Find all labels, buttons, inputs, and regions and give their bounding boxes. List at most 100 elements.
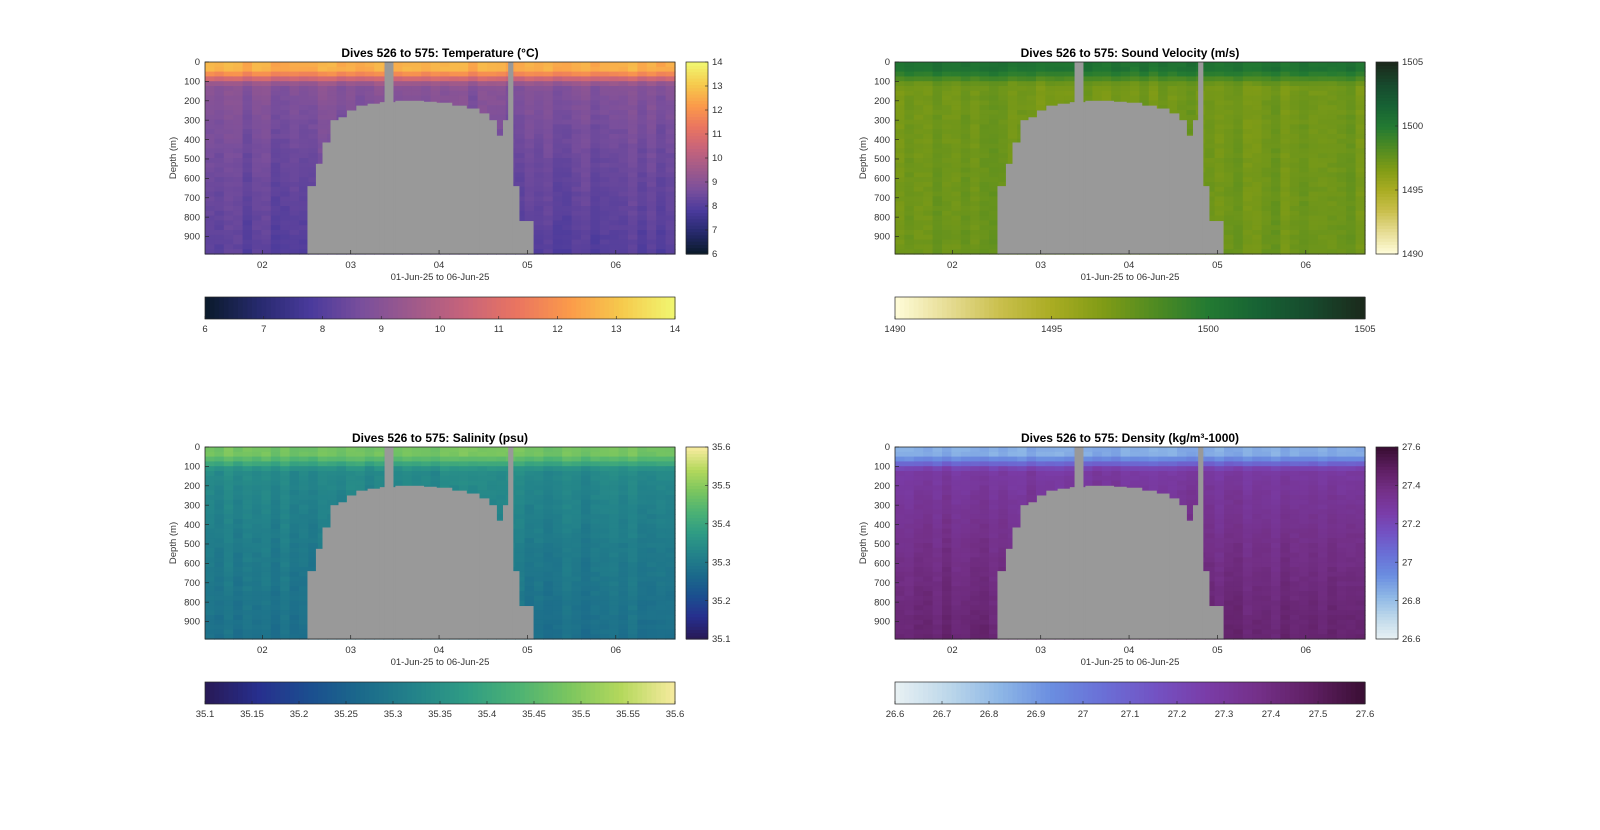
seafloor-mask	[307, 62, 534, 255]
y-tick-label: 600	[874, 559, 890, 570]
y-tick-label: 600	[874, 174, 890, 185]
colorbar-tick-label: 27.6	[1356, 709, 1375, 720]
y-tick-label: 400	[874, 135, 890, 146]
chart-title: Dives 526 to 575: Temperature (°C)	[341, 46, 538, 60]
y-tick-label: 500	[184, 539, 200, 550]
x-axis-label: 01-Jun-25 to 06-Jun-25	[1081, 657, 1180, 668]
y-tick-label: 900	[184, 232, 200, 243]
colorbar-tick-label: 26.8	[980, 709, 999, 720]
colorbar-horizontal	[205, 682, 676, 704]
x-tick-label: 06	[1300, 260, 1311, 271]
colorbar-tick-label: 35.2	[290, 709, 309, 720]
y-tick-label: 900	[874, 232, 890, 243]
colorbar-tick-label: 14	[712, 57, 723, 68]
x-tick-label: 05	[522, 260, 533, 271]
y-tick-label: 100	[874, 462, 890, 473]
colorbar-tick-label: 1500	[1402, 121, 1423, 132]
y-tick-label: 300	[184, 115, 200, 126]
x-tick-label: 06	[1300, 645, 1311, 656]
colorbar-tick-label: 26.7	[933, 709, 952, 720]
colorbar-tick-label: 8	[712, 201, 717, 212]
colorbar-vertical	[1376, 447, 1398, 640]
colorbar-tick-label: 35.3	[712, 557, 731, 568]
x-tick-label: 05	[1212, 645, 1223, 656]
x-axis-label: 01-Jun-25 to 06-Jun-25	[391, 272, 490, 283]
y-tick-label: 900	[874, 617, 890, 628]
y-tick-label: 700	[874, 193, 890, 204]
y-tick-label: 800	[184, 212, 200, 223]
colorbar-tick-label: 12	[552, 324, 563, 335]
x-tick-label: 03	[345, 260, 356, 271]
y-tick-label: 100	[184, 77, 200, 88]
colorbar-tick-label: 35.6	[666, 709, 685, 720]
y-tick-label: 600	[184, 174, 200, 185]
colorbar-tick-label: 13	[712, 81, 723, 92]
colorbar-tick-label: 1495	[1402, 185, 1423, 196]
x-tick-label: 05	[522, 645, 533, 656]
chart-panel-sound_velocity: 0 100 200 300 400 500 600 700 800 900 02 03 04 05 06 01…	[858, 46, 1423, 335]
y-tick-label: 0	[195, 57, 200, 68]
y-tick-label: 700	[184, 193, 200, 204]
colorbar-horizontal	[895, 297, 1366, 319]
y-tick-label: 300	[874, 500, 890, 511]
colorbar-tick-label: 1505	[1354, 324, 1375, 335]
colorbar-tick-label: 35.4	[712, 519, 731, 530]
y-tick-label: 500	[874, 154, 890, 165]
y-tick-label: 400	[184, 135, 200, 146]
y-tick-label: 200	[184, 96, 200, 107]
y-tick-label: 300	[184, 500, 200, 511]
x-tick-label: 02	[947, 260, 958, 271]
colorbar-tick-label: 26.6	[886, 709, 905, 720]
y-tick-label: 700	[874, 578, 890, 589]
y-tick-label: 100	[874, 77, 890, 88]
colorbar-tick-label: 35.45	[522, 709, 546, 720]
colorbar-tick-label: 35.5	[572, 709, 591, 720]
x-tick-label: 03	[1035, 645, 1046, 656]
colorbar-horizontal	[895, 682, 1366, 704]
plot-axes-box	[894, 446, 1366, 640]
colorbar-tick-label: 1505	[1402, 57, 1423, 68]
y-tick-label: 900	[184, 617, 200, 628]
y-axis-label: Depth (m)	[168, 137, 179, 179]
y-tick-label: 0	[885, 442, 890, 453]
colorbar-vertical-box	[685, 446, 709, 640]
colorbar-vertical-box	[1375, 61, 1399, 255]
x-tick-label: 03	[345, 645, 356, 656]
plot-axes-box	[894, 61, 1366, 255]
colorbar-tick-label: 26.8	[1402, 596, 1421, 607]
x-axis-label: 01-Jun-25 to 06-Jun-25	[391, 657, 490, 668]
y-tick-label: 0	[195, 442, 200, 453]
colorbar-tick-label: 10	[712, 153, 723, 164]
x-tick-label: 04	[434, 260, 445, 271]
y-tick-label: 800	[874, 597, 890, 608]
x-axis-label: 01-Jun-25 to 06-Jun-25	[1081, 272, 1180, 283]
x-tick-label: 02	[947, 645, 958, 656]
colorbar-tick-label: 35.5	[712, 481, 731, 492]
colorbar-tick-label: 35.35	[428, 709, 452, 720]
colorbar-tick-label: 1495	[1041, 324, 1062, 335]
plot-axes-box	[204, 446, 676, 640]
colorbar-tick-label: 1490	[884, 324, 905, 335]
x-tick-label: 04	[1124, 260, 1135, 271]
colorbar-tick-label: 6	[202, 324, 207, 335]
x-tick-label: 04	[434, 645, 445, 656]
chart-panel-density: 0 100 200 300 400 500 600 700 800 900 02 03 04 05 06 01…	[858, 431, 1421, 720]
y-tick-label: 200	[874, 481, 890, 492]
colorbar-tick-label: 12	[712, 105, 723, 116]
x-tick-label: 02	[257, 645, 268, 656]
colorbar-tick-label: 1490	[1402, 249, 1423, 260]
chart-panel-temperature: 0 100 200 300 400 500 600 700 800 900 02 03 04 05 06 01…	[168, 46, 723, 335]
y-tick-label: 200	[874, 96, 890, 107]
colorbar-tick-label: 10	[435, 324, 446, 335]
y-tick-label: 400	[874, 520, 890, 531]
chart-panel-salinity: 0 100 200 300 400 500 600 700 800 900 02 03 04 05 06 01…	[168, 431, 731, 720]
y-tick-label: 500	[184, 154, 200, 165]
y-tick-label: 800	[874, 212, 890, 223]
colorbar-tick-label: 27.3	[1215, 709, 1234, 720]
colorbar-tick-label: 35.4	[478, 709, 497, 720]
chart-title: Dives 526 to 575: Salinity (psu)	[352, 431, 528, 445]
y-tick-label: 100	[184, 462, 200, 473]
colorbar-tick-label: 27	[1078, 709, 1089, 720]
y-axis-label: Depth (m)	[858, 137, 869, 179]
